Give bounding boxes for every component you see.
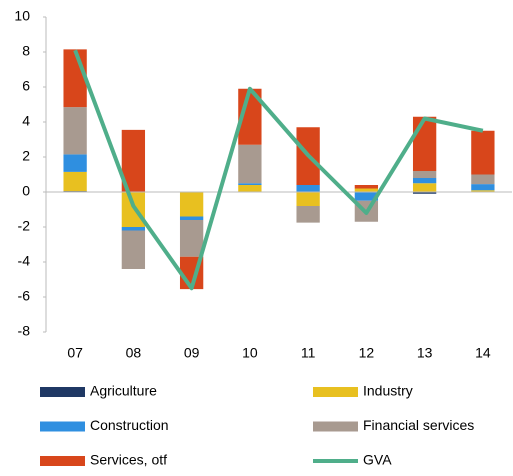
y-tick-label: -8 — [18, 323, 31, 339]
bar-segment — [471, 184, 495, 191]
y-tick-label: 10 — [14, 8, 30, 24]
bar-segment — [121, 192, 146, 227]
x-tick-label: 11 — [301, 345, 316, 361]
x-tick-label: 08 — [126, 345, 142, 361]
legend-label: Industry — [363, 383, 413, 399]
x-tick-label: 10 — [242, 345, 258, 361]
bar-segment — [63, 171, 87, 192]
bar-segment — [471, 174, 495, 185]
bar-segment — [121, 230, 146, 269]
bar-segment — [296, 206, 320, 223]
legend-swatch — [313, 387, 358, 397]
y-tick-label: -4 — [18, 253, 31, 269]
bar-segment — [471, 190, 495, 192]
x-tick-label: 13 — [417, 345, 433, 361]
gva-line — [73, 49, 484, 291]
bar-segment — [354, 192, 379, 201]
bar-segment — [296, 192, 320, 206]
bar-segment — [354, 185, 379, 189]
bar-segment — [412, 178, 437, 184]
bar-segment — [354, 188, 379, 192]
legend-swatch — [40, 421, 85, 432]
legend-label: GVA — [363, 452, 392, 468]
legend-swatch — [40, 387, 85, 397]
bar-segment — [63, 107, 87, 155]
bar-segment — [471, 130, 495, 175]
y-tick-label: -6 — [18, 288, 31, 304]
bar-segment — [412, 192, 437, 194]
bar-segment — [179, 220, 204, 257]
legend-swatch — [313, 421, 358, 432]
legend-label: Agriculture — [90, 383, 157, 399]
legend-label: Services, otf — [90, 452, 167, 468]
bar-segment — [412, 183, 437, 192]
bar-segment — [63, 49, 87, 108]
y-tick-label: -2 — [18, 218, 31, 234]
x-tick-label: 14 — [475, 345, 491, 361]
bar-segment — [179, 216, 204, 220]
bar-segment — [179, 192, 204, 217]
bar-segment — [238, 144, 262, 184]
bar-segment — [238, 185, 262, 192]
x-tick-label: 09 — [184, 345, 200, 361]
bar-segment — [296, 185, 320, 192]
legend-label: Construction — [90, 417, 169, 433]
y-tick-label: 2 — [22, 148, 30, 164]
bar-segment — [412, 171, 437, 178]
y-tick-label: 0 — [22, 183, 30, 199]
bar-segment — [63, 154, 87, 172]
bar-segment — [412, 116, 437, 171]
legend-swatch — [40, 456, 85, 466]
x-tick-label: 07 — [67, 345, 83, 361]
y-tick-label: 8 — [22, 43, 30, 59]
x-tick-label: 12 — [359, 345, 375, 361]
legend-label: Financial services — [363, 417, 474, 433]
y-tick-label: 4 — [22, 113, 30, 129]
bar-segment — [238, 183, 262, 185]
bar-segment — [121, 129, 146, 192]
y-tick-label: 6 — [22, 78, 30, 94]
bar-segment — [121, 227, 146, 231]
